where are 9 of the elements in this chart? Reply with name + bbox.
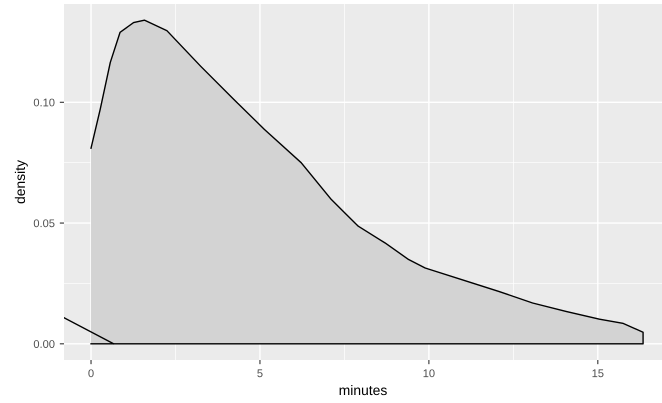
x-tick-label: 5 xyxy=(257,369,263,378)
x-tick-label: 10 xyxy=(424,369,435,378)
x-axis-title: minutes xyxy=(340,384,387,396)
x-tick-label: 0 xyxy=(88,369,94,378)
y-axis-title: density xyxy=(14,160,28,204)
y-tick-label: 0.10 xyxy=(34,98,55,106)
x-tick-label: 15 xyxy=(592,369,604,378)
y-tick-label: 0.00 xyxy=(34,340,55,348)
y-tick-label: 0.05 xyxy=(34,219,55,228)
